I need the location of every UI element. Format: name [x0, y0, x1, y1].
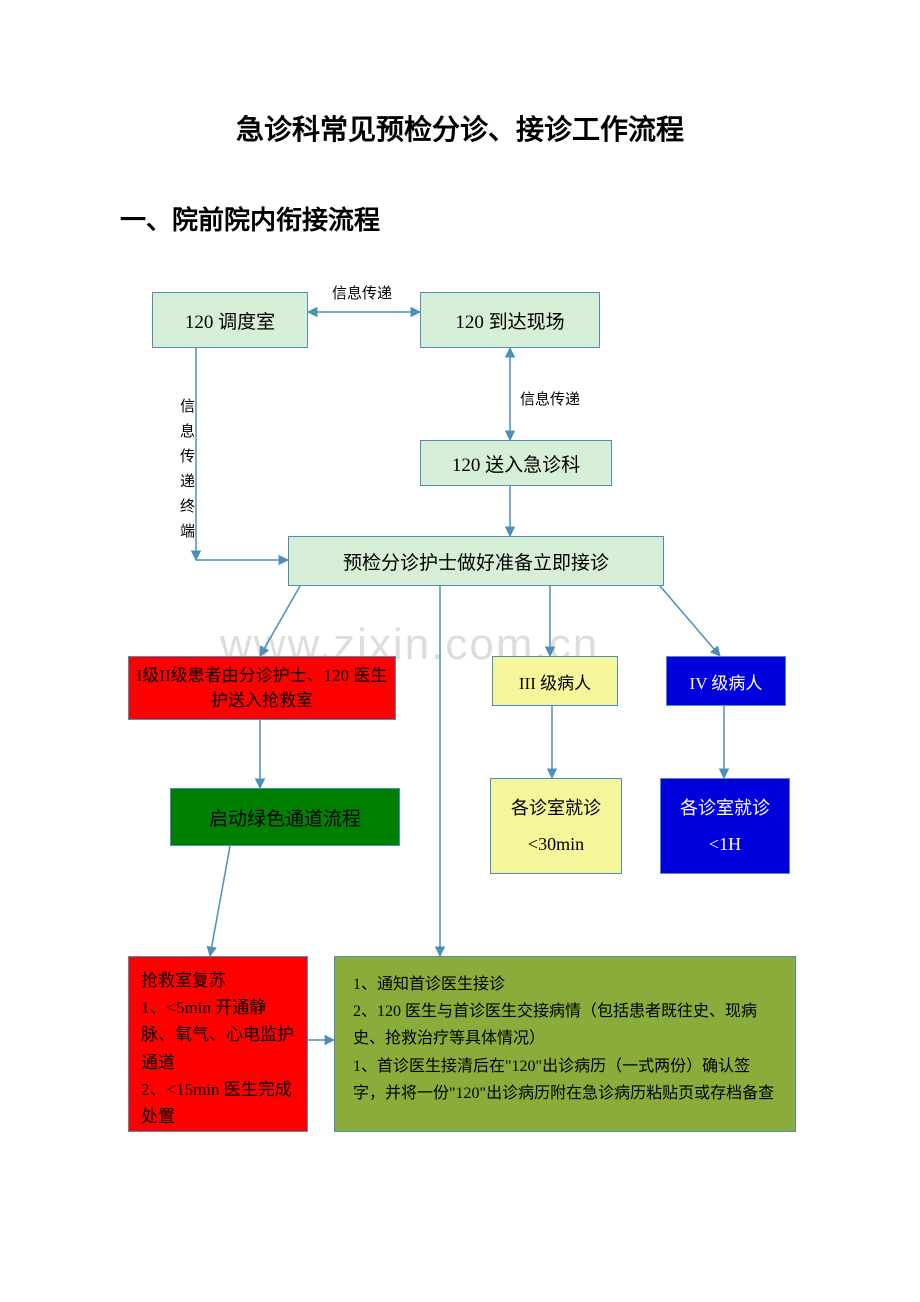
node-label: 120 调度室	[185, 307, 275, 334]
node-room3: 各诊室就诊 <30min	[490, 778, 622, 874]
node-send: 120 送入急诊科	[420, 440, 612, 486]
node-level12: I级II级患者由分诊护士、120 医生护送入抢救室	[128, 656, 396, 720]
node-label: 各诊室就诊 <1H	[680, 790, 770, 862]
node-label: 120 到达现场	[455, 307, 564, 334]
node-label: IV 级病人	[690, 669, 763, 694]
node-label: 抢救室复苏 1、<5min 开通静脉、氧气、心电监护通道 2、<15min 医生…	[141, 967, 295, 1130]
node-label: I级II级患者由分诊护士、120 医生护送入抢救室	[135, 663, 389, 714]
node-level4: IV 级病人	[666, 656, 786, 706]
node-triage: 预检分诊护士做好准备立即接诊	[288, 536, 664, 586]
edge-label-mid: 信息传递	[520, 388, 580, 409]
node-notes: 1、通知首诊医生接诊 2、120 医生与首诊医生交接病情（包括患者既往史、现病史…	[334, 956, 796, 1132]
node-rescue: 抢救室复苏 1、<5min 开通静脉、氧气、心电监护通道 2、<15min 医生…	[128, 956, 308, 1132]
node-label: 1、通知首诊医生接诊 2、120 医生与首诊医生交接病情（包括患者既往史、现病史…	[353, 971, 777, 1107]
node-room4: 各诊室就诊 <1H	[660, 778, 790, 874]
node-arrive: 120 到达现场	[420, 292, 600, 348]
node-label: 各诊室就诊 <30min	[511, 790, 601, 862]
node-level3: III 级病人	[492, 656, 618, 706]
node-label: 120 送入急诊科	[452, 450, 580, 477]
node-green-channel: 启动绿色通道流程	[170, 788, 400, 846]
edge-label-top: 信息传递	[332, 282, 392, 303]
node-label: III 级病人	[519, 669, 591, 694]
node-dispatch: 120 调度室	[152, 292, 308, 348]
node-label: 启动绿色通道流程	[209, 804, 361, 831]
node-label: 预检分诊护士做好准备立即接诊	[343, 548, 609, 575]
edge-label-vertical: 信息传递终端	[176, 398, 197, 548]
